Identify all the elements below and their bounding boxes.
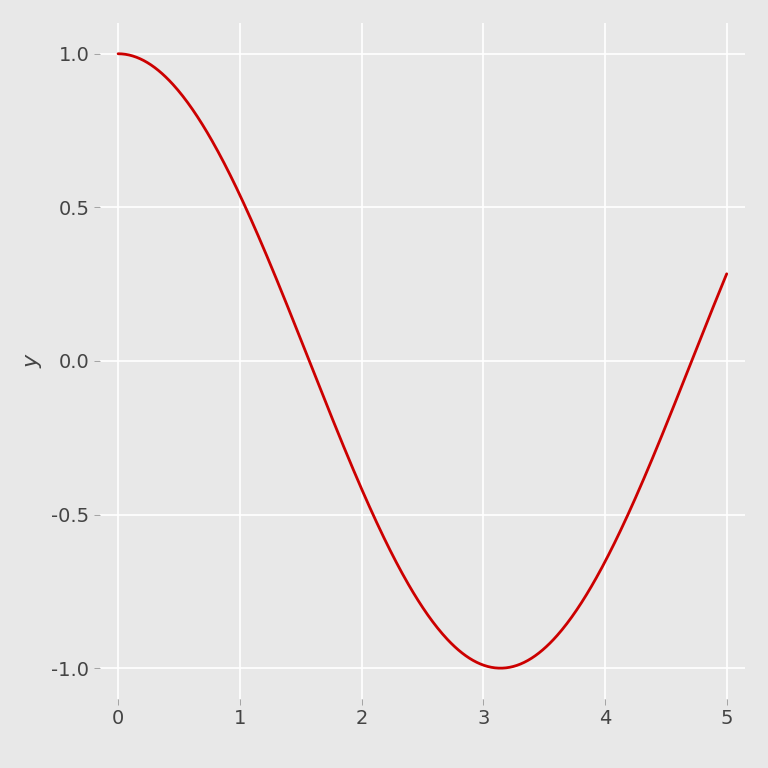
Y-axis label: y: y xyxy=(23,354,43,368)
